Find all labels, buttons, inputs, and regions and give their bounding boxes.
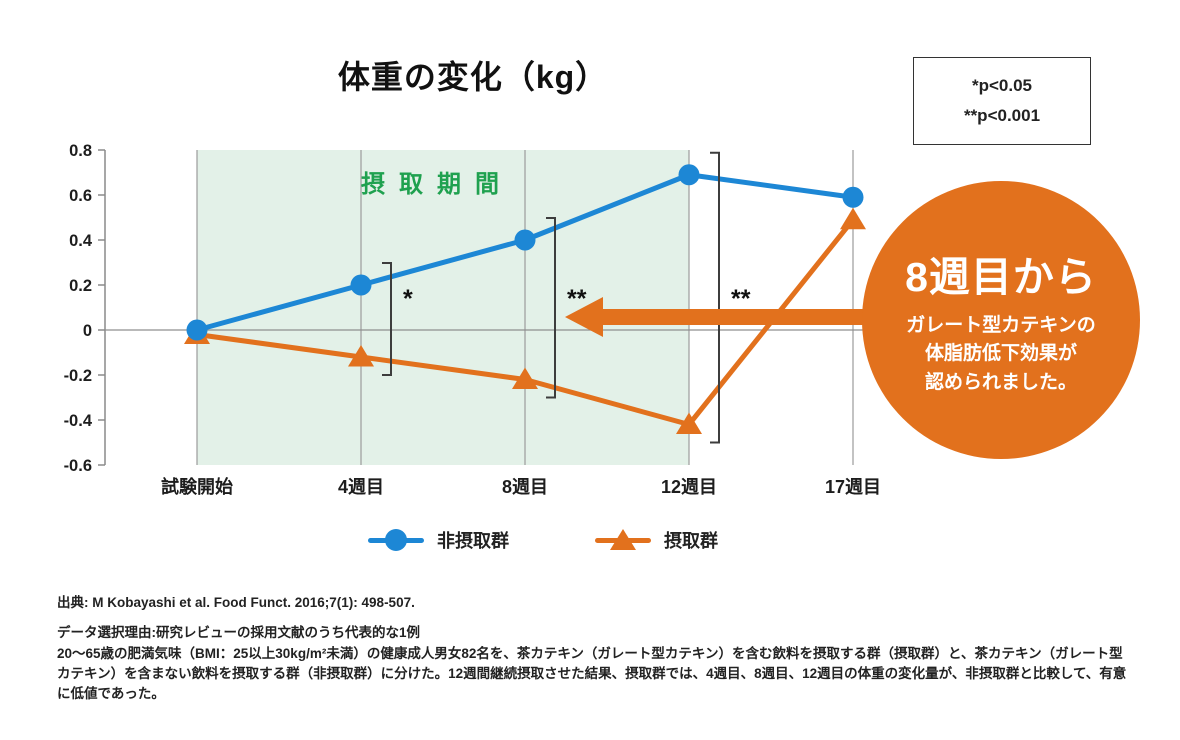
circle-marker-icon (385, 529, 407, 551)
legend-label: 非摂取群 (437, 531, 509, 551)
data-point-circle (514, 229, 536, 251)
source-citation: 出典: M Kobayashi et al. Food Funct. 2016;… (57, 595, 415, 610)
callout-headline: 8週目から (905, 253, 1097, 300)
callout-arrow-icon (565, 297, 880, 337)
data-point-triangle (840, 207, 866, 230)
data-point-circle (186, 319, 208, 341)
legend-item-non-intake-group: 非摂取群 (368, 527, 509, 553)
callout-text-line: ガレート型カテキンの (906, 314, 1096, 336)
data-point-triangle (512, 367, 538, 389)
chart-legend: 非摂取群 摂取群 (368, 527, 718, 553)
chart-title: 体重の変化（kg） (337, 59, 609, 95)
y-tick-label: 0.6 (69, 187, 92, 205)
y-tick-label: -0.2 (64, 367, 92, 385)
y-tick-label: 0.2 (69, 277, 92, 295)
legend-label: 摂取群 (664, 531, 718, 551)
y-tick-label: 0.8 (69, 142, 92, 160)
x-tick-label: 8週目 (502, 477, 548, 497)
x-tick-label: 17週目 (825, 477, 880, 497)
significance-bracket (710, 151, 720, 444)
chart-area: 0.8 0.6 0.4 0.2 0 -0.2 -0.4 -0.6 摂取期間試験開始 4週目 8週目 1… (50, 140, 881, 520)
data-point-circle (350, 274, 372, 296)
callout-text-line: 認められました。 (924, 371, 1077, 393)
y-tick-label: -0.4 (64, 412, 93, 430)
callout-text-line: 体脂肪低下効果が (924, 343, 1077, 365)
significance-label: * (403, 285, 413, 313)
data-point-circle (678, 164, 700, 186)
pvalue-line-2: **p<0.001 (963, 106, 1041, 125)
legend-triangle-marker-icon (595, 529, 651, 551)
study-description: 20～65歳の肥満気味（BMI：25以上30kg/m²未満）の健康成人男女82名… (57, 646, 1127, 701)
y-tick-label: 0 (83, 322, 92, 340)
data-selection-reason: データ選択理由:研究レビューの採用文献のうち代表的な1例 (57, 625, 421, 640)
significance-bracket (382, 262, 392, 376)
x-tick-label: 4週目 (338, 477, 384, 497)
intake-period-label: 摂取期間 (361, 171, 513, 198)
data-point-triangle (676, 412, 702, 434)
callout-circle: 8週目から ガレート型カテキンの 体脂肪低下効果が 認められました。 (862, 181, 1140, 459)
x-tick-label: 12週目 (661, 477, 717, 497)
significance-bracket (546, 217, 556, 399)
x-tick-label: 試験開始 (161, 476, 233, 497)
legend-circle-marker-icon (368, 529, 424, 551)
pvalue-legend-box: *p<0.05 **p<0.001 (913, 57, 1091, 145)
significance-label: ** (567, 285, 587, 313)
y-tick-label: -0.6 (64, 457, 92, 475)
triangle-marker-icon (610, 529, 636, 550)
data-point-circle (842, 186, 864, 208)
y-tick-label: 0.4 (69, 232, 93, 250)
significance-label: ** (731, 285, 751, 313)
legend-item-intake-group: 摂取群 (595, 527, 718, 553)
pvalue-line-1: *p<0.05 (971, 76, 1032, 96)
data-point-triangle (348, 345, 374, 367)
